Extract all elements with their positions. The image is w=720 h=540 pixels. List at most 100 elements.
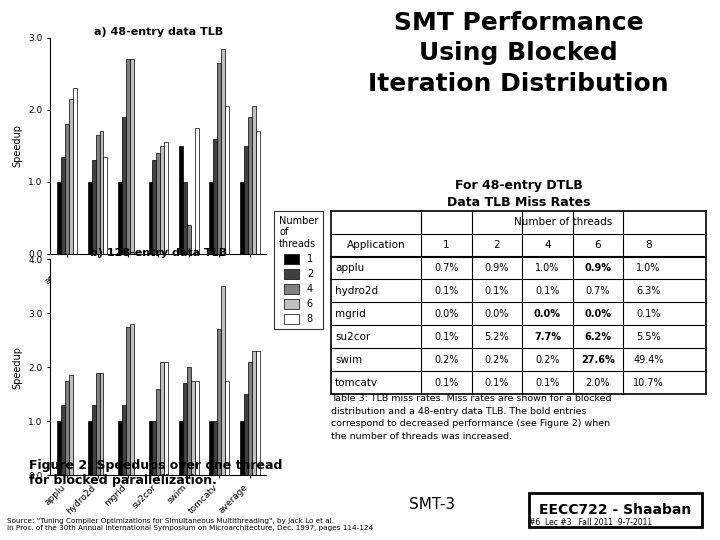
Bar [118,421,122,475]
Bar [244,394,248,475]
Bar [161,362,164,475]
Y-axis label: Speedup: Speedup [13,346,23,389]
Bar [217,63,221,254]
Text: su2cor: su2cor [335,332,370,342]
Bar [69,99,73,254]
Bar [99,131,104,254]
Bar [213,139,217,254]
Text: 0.2%: 0.2% [485,355,509,365]
Text: 0.0%: 0.0% [434,309,459,319]
Bar [65,381,69,475]
Text: 0.1%: 0.1% [636,309,661,319]
Bar [122,405,126,475]
Bar [61,157,65,254]
Bar [153,421,156,475]
Bar [96,373,99,475]
Text: 0.1%: 0.1% [485,286,509,296]
Legend: 1, 2, 4, 6, 8: 1, 2, 4, 6, 8 [274,211,323,329]
Title: b) 128-entry data TLB: b) 128-entry data TLB [90,248,227,259]
Bar [244,146,248,254]
Bar [221,286,225,475]
Bar [88,421,91,475]
Bar [240,182,244,254]
Bar [88,182,91,254]
Text: swim: swim [335,355,362,365]
Bar [194,381,199,475]
Bar [96,135,99,254]
Text: 0.7%: 0.7% [585,286,611,296]
Text: 0.9%: 0.9% [485,263,509,273]
Bar [130,59,134,254]
Bar [148,182,153,254]
Text: 0.0%: 0.0% [485,309,509,319]
Bar [73,88,77,254]
Bar [69,375,73,475]
Text: 8: 8 [645,240,652,250]
Text: Source: "Tuning Compiler Optimizations for Simultaneous Multithreading", by Jack: Source: "Tuning Compiler Optimizations f… [7,518,374,531]
FancyBboxPatch shape [529,494,702,527]
Bar [130,324,134,475]
Bar [256,131,259,254]
Text: SMT-3: SMT-3 [409,497,455,512]
Bar [217,329,221,475]
Bar [179,421,183,475]
Bar [221,49,225,254]
Title: a) 48-entry data TLB: a) 48-entry data TLB [94,27,223,37]
Bar [126,59,130,254]
Bar [164,142,168,254]
Text: 1.0%: 1.0% [535,263,559,273]
Text: 0.2%: 0.2% [535,355,559,365]
Bar [191,381,194,475]
Bar [240,421,244,475]
Text: 2.0%: 2.0% [585,377,611,388]
Bar [99,373,104,475]
Text: tomcatv: tomcatv [335,377,378,388]
Text: 10.7%: 10.7% [633,377,664,388]
Bar [161,146,164,254]
Text: 0.7%: 0.7% [434,263,459,273]
Text: 1: 1 [443,240,450,250]
Text: 0.9%: 0.9% [585,263,611,273]
Text: Figure 2: Speedups over one thread
for blocked parallelization.: Figure 2: Speedups over one thread for b… [29,459,282,487]
Text: Application: Application [347,240,405,250]
Text: hydro2d: hydro2d [335,286,378,296]
Bar [58,182,61,254]
Bar [248,362,252,475]
Text: 0.0%: 0.0% [534,309,561,319]
Text: 0.0%: 0.0% [585,309,611,319]
Text: 6.2%: 6.2% [585,332,611,342]
Text: EECC722 - Shaaban: EECC722 - Shaaban [539,503,692,517]
Bar [187,367,191,475]
Bar [179,146,183,254]
Text: 49.4%: 49.4% [634,355,664,365]
Text: applu: applu [335,263,364,273]
Bar [183,383,187,475]
Text: 0.1%: 0.1% [535,377,559,388]
Text: 2: 2 [493,240,500,250]
Bar [58,421,61,475]
Bar [65,124,69,254]
Bar [187,225,191,254]
Text: Table 3: TLB miss rates. Miss rates are shown for a blocked
distribution and a 4: Table 3: TLB miss rates. Miss rates are … [331,394,612,441]
Text: 6: 6 [595,240,601,250]
Bar [213,421,217,475]
Bar [210,421,213,475]
Text: mgrid: mgrid [335,309,366,319]
Bar [156,153,161,254]
Bar [210,182,213,254]
Bar [61,405,65,475]
Text: 5.2%: 5.2% [485,332,509,342]
Bar [126,327,130,475]
Text: 0.1%: 0.1% [434,332,459,342]
Text: Number of threads: Number of threads [514,217,613,227]
Text: 0.1%: 0.1% [535,286,559,296]
Bar [122,117,126,254]
Text: 6.3%: 6.3% [636,286,661,296]
Bar [153,160,156,254]
Text: 27.6%: 27.6% [581,355,615,365]
Bar [104,157,107,254]
Bar [118,182,122,254]
Text: 0.1%: 0.1% [434,377,459,388]
Text: 4: 4 [544,240,551,250]
Bar [148,421,153,475]
